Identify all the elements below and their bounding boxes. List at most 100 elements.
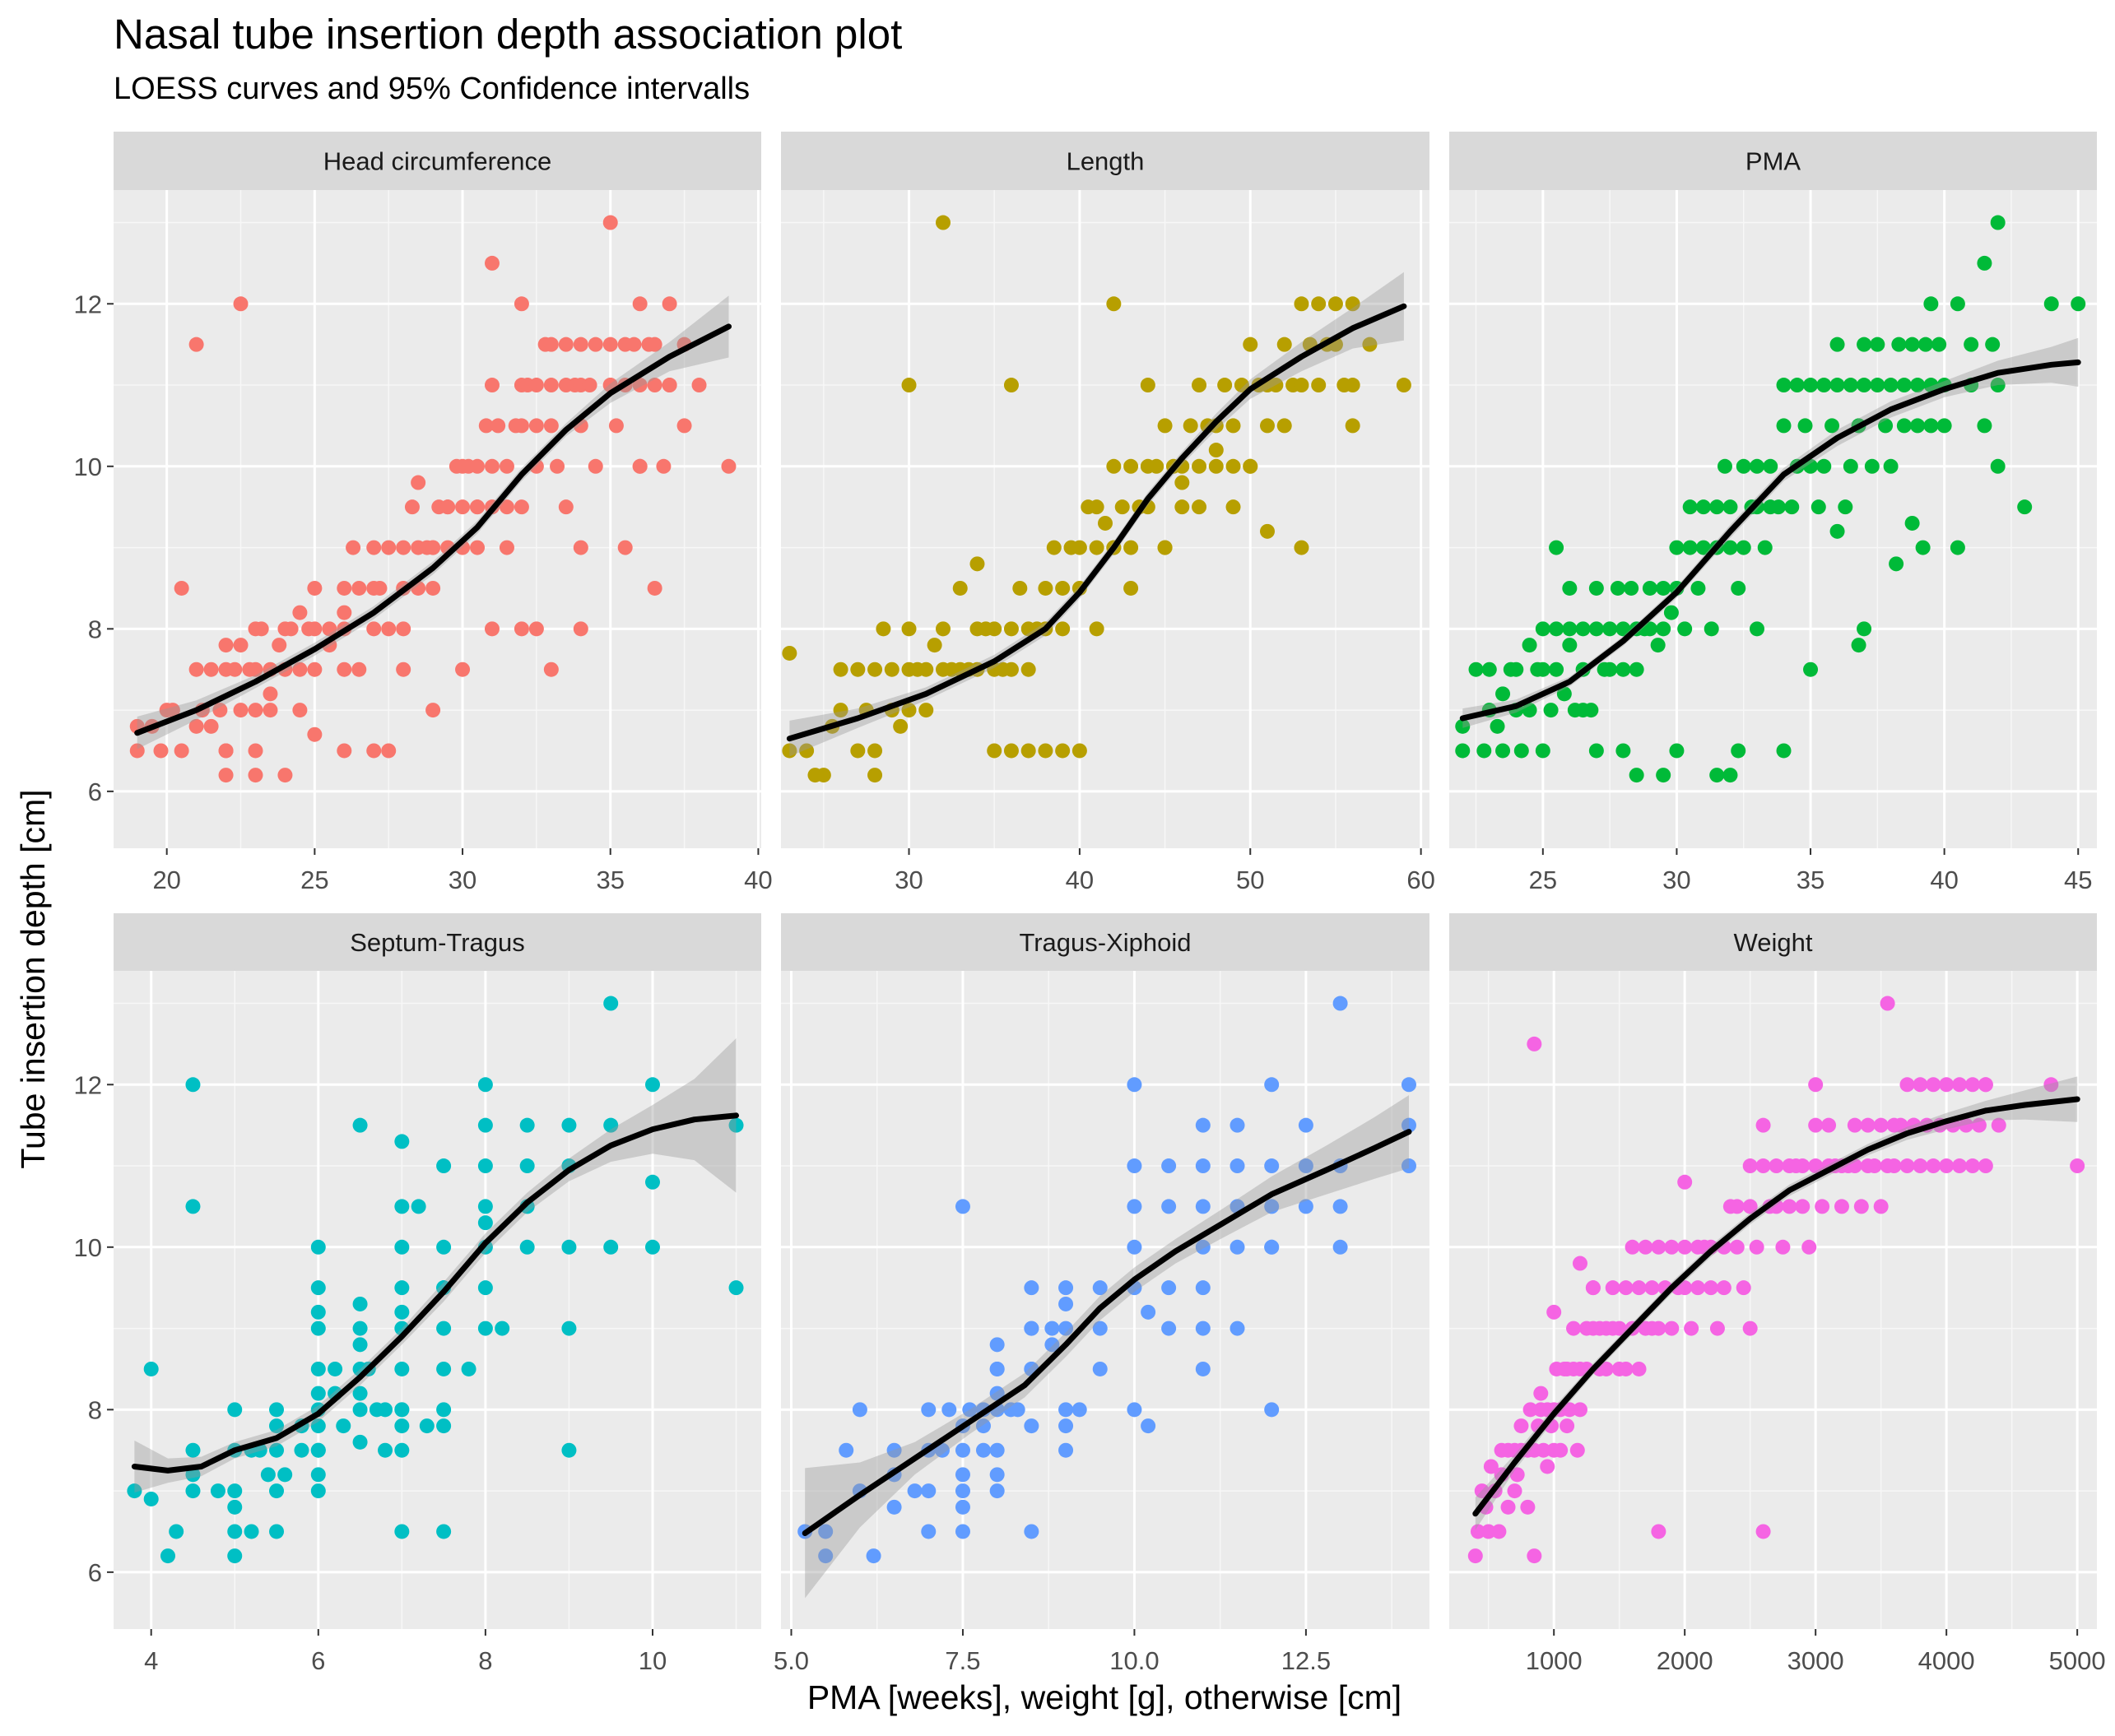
data-point [477,1321,493,1336]
data-point [1803,661,1819,677]
data-point [987,621,1002,637]
data-point [1055,743,1071,759]
data-point [1891,337,1907,352]
data-point [1990,215,2006,230]
data-point [1709,499,1725,515]
data-point [901,703,917,718]
data-point [1556,686,1572,702]
facet-panel: Length 30 40 50 60 [781,132,1435,894]
data-point [1931,337,1947,352]
data-point [1843,458,1858,474]
data-point [352,1296,368,1311]
data-point [1225,458,1241,474]
y-tick-label: 10 [74,1233,102,1262]
data-points [129,215,737,783]
data-point [227,1548,243,1564]
data-point [962,1402,978,1418]
loess-curve [802,1129,1412,1536]
data-point [1455,718,1471,734]
data-point [1695,499,1711,515]
data-point [499,499,514,515]
data-point [328,1361,343,1376]
data-point [941,1402,957,1418]
data-point [1736,1280,1751,1296]
data-point [1149,458,1164,474]
data-point [952,580,968,596]
data-point [322,621,337,637]
data-point [603,1239,619,1255]
facet-panel: Septum-Tragus 4 6 8 10 6 8 10 12 [74,913,761,1675]
data-point [1910,378,1926,393]
data-point [989,1361,1005,1376]
data-point [936,215,951,230]
data-point [1575,703,1591,718]
data-point [1880,996,1895,1011]
data-point [1923,296,1939,312]
data-point [218,743,234,759]
data-point [1024,1524,1039,1539]
data-point [867,743,883,759]
data-point [1243,337,1258,352]
facet-panel: PMA 25 30 35 40 45 [1449,132,2097,894]
x-tick-label: 60 [1406,866,1434,894]
data-point [227,1483,243,1499]
data-point [381,743,397,759]
data-point [936,621,951,637]
data-point [955,1524,970,1539]
data-point [394,1304,410,1320]
data-point [436,1402,452,1418]
data-point [573,337,588,352]
data-point [337,743,352,759]
data-point [1936,418,1952,434]
facet-strip-label: Tragus-Xiphoid [1019,928,1191,957]
data-point [934,1442,950,1458]
data-point [839,1442,854,1458]
x-tick-label: 10.0 [1109,1646,1159,1675]
data-point [818,1548,834,1564]
data-point [1624,580,1639,596]
data-point [1722,499,1738,515]
data-point [244,1524,259,1539]
data-point [1500,1499,1516,1515]
data-point [866,1548,881,1564]
data-point [292,703,308,718]
data-point [1602,661,1618,677]
data-point [1615,661,1631,677]
facet-strip-label: Septum-Tragus [350,928,525,957]
data-point [1294,296,1309,312]
data-point [394,1239,410,1255]
data-point [233,703,249,718]
data-point [1195,1280,1211,1296]
data-point [2043,1077,2059,1093]
data-point [975,1418,991,1434]
data-point [1195,1199,1211,1214]
data-point [129,743,145,759]
data-point [662,378,677,393]
y-tick-label: 10 [74,453,102,481]
data-point [351,580,367,596]
data-point [1396,378,1411,393]
facet-panel: Head circumference 20 25 30 35 40 6 8 10 12 [74,132,773,894]
data-point [1234,378,1249,393]
data-point [352,1402,368,1418]
data-point [1977,255,1992,271]
data-point [352,1434,368,1450]
data-point [1225,418,1241,434]
data-point [588,458,603,474]
data-point [818,1524,834,1539]
data-point [1161,1158,1177,1174]
data-point [519,1117,535,1133]
data-point [989,1483,1005,1499]
data-point [921,1524,937,1539]
data-point [1598,1361,1614,1376]
data-point [1795,1199,1811,1214]
facet-strip [1449,132,2097,190]
data-point [1808,1077,1824,1093]
data-point [1923,418,1939,434]
data-point [283,621,299,637]
y-tick-label: 8 [88,615,102,643]
data-point [1917,337,1933,352]
data-point [1771,499,1787,515]
data-point [1829,378,1845,393]
